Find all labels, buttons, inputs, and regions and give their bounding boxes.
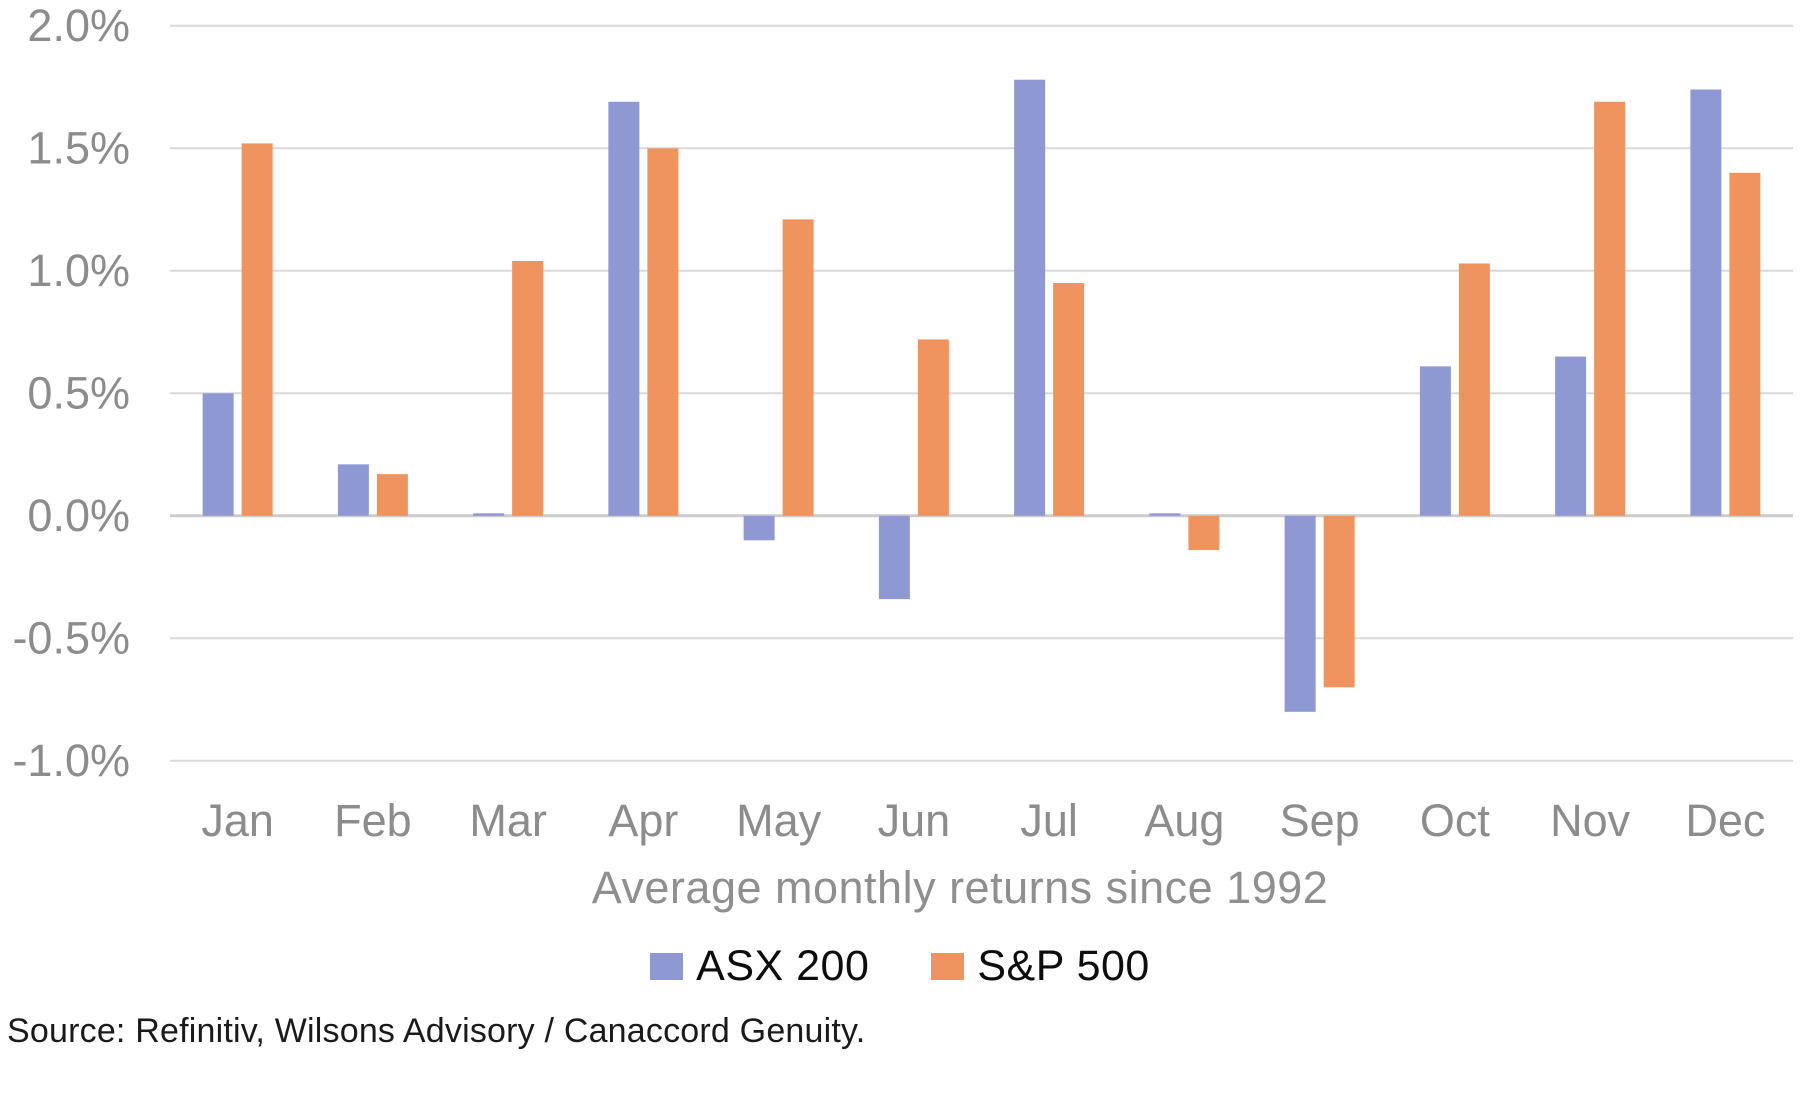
legend-label-sp500: S&P 500 [977,942,1150,990]
y-axis-tick-label: 1.0% [27,245,130,296]
bar-sp500-feb [376,474,408,516]
bar-asx200-apr [608,101,640,516]
bar-asx200-may [743,515,775,541]
x-axis-tick-label: Mar [469,795,547,846]
bar-sp500-jul [1053,283,1085,516]
x-axis-tick-label: Sep [1280,795,1360,846]
bar-sp500-may [782,219,814,516]
y-axis-tick-label: -0.5% [12,612,130,663]
x-axis-tick-label: Feb [334,795,412,846]
x-axis-tick-label: Jun [878,795,951,846]
x-axis-tick-label: Jul [1020,795,1078,846]
bar-asx200-nov [1555,356,1587,516]
bar-asx200-jun [878,515,910,600]
bar-asx200-dec [1690,89,1722,516]
x-axis-tick-label: Oct [1420,795,1491,846]
bar-sp500-mar [512,261,544,516]
bar-sp500-aug [1188,515,1220,551]
y-axis-tick-label: -1.0% [12,735,130,786]
bar-asx200-aug [1149,513,1181,516]
bar-asx200-mar [473,513,505,516]
x-axis-title: Average monthly returns since 1992 [591,862,1329,913]
legend-swatch-asx200 [650,953,684,980]
x-axis-tick-label: Aug [1144,795,1224,846]
bar-asx200-jul [1014,79,1046,516]
bar-sp500-sep [1323,515,1355,688]
legend-item-asx200: ASX 200 [650,942,869,991]
legend: ASX 200 S&P 500 [0,942,1800,991]
x-axis-tick-label: Jan [201,795,274,846]
y-axis-tick-label: 0.5% [27,367,130,418]
bar-asx200-sep [1284,515,1316,712]
bar-sp500-nov [1594,101,1626,516]
y-axis-tick-label: 1.5% [27,122,130,173]
bar-asx200-feb [337,464,369,516]
bar-sp500-oct [1458,263,1490,516]
bar-asx200-oct [1419,366,1451,516]
bar-asx200-jan [202,393,234,516]
bar-sp500-dec [1729,172,1761,516]
source-note: Source: Refinitiv, Wilsons Advisory / Ca… [7,1012,866,1050]
legend-swatch-sp500 [931,953,965,980]
y-axis-tick-label: 0.0% [27,490,130,541]
x-axis-tick-label: Apr [608,795,678,846]
legend-item-sp500: S&P 500 [931,942,1149,991]
x-axis-tick-label: Nov [1550,795,1631,846]
bar-sp500-apr [647,148,679,516]
legend-label-asx200: ASX 200 [696,942,870,990]
y-axis-tick-label: 2.0% [27,0,130,51]
x-axis-tick-label: Dec [1685,795,1765,846]
bar-sp500-jun [917,339,949,516]
bar-sp500-jan [241,143,273,516]
x-axis-tick-label: May [736,795,822,846]
